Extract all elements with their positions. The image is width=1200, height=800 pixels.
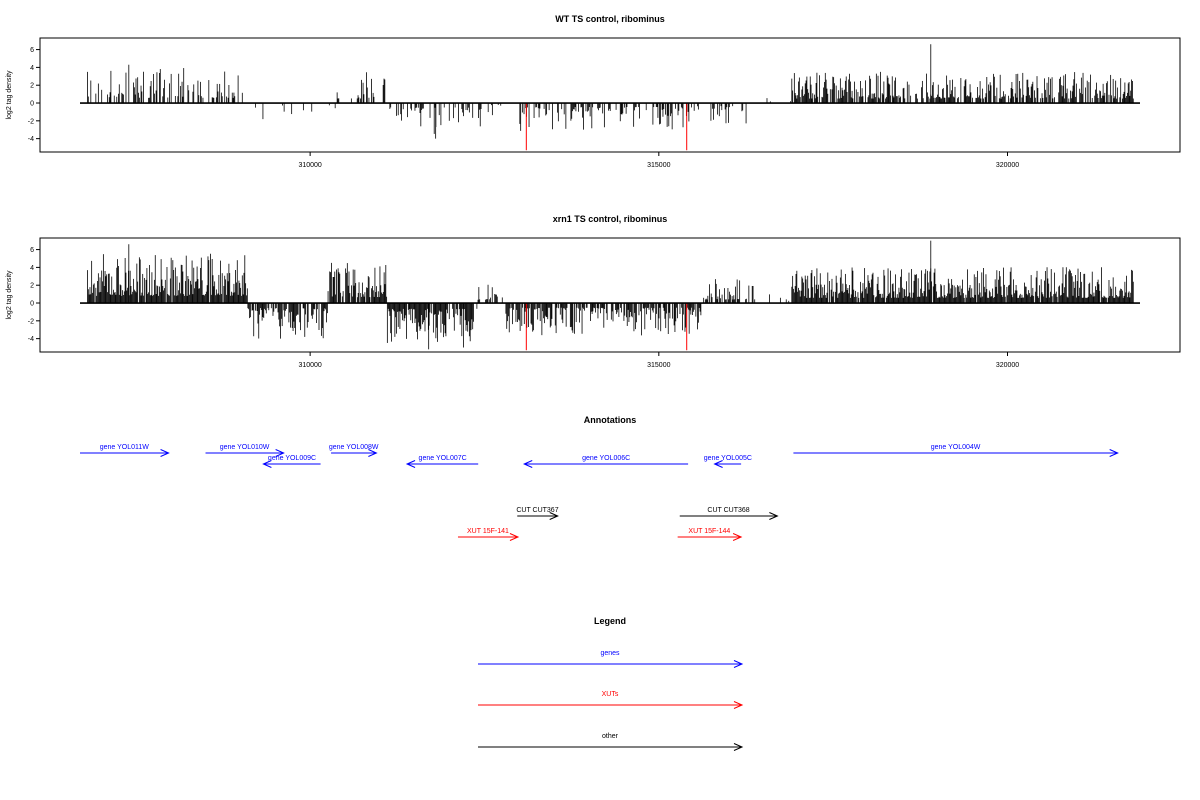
gene-arrow-head	[160, 449, 170, 457]
other-arrow-head	[549, 512, 559, 520]
xut-label: XUT 15F-141	[467, 528, 509, 535]
chart-title: xrn1 TS control, ribominus	[553, 214, 668, 224]
gene-arrow-head	[405, 460, 416, 468]
gene-label: gene YOL008W	[329, 444, 379, 451]
xut-arrow-head	[732, 533, 743, 541]
legend-gene-arrow-head	[733, 660, 744, 668]
y-axis-label: log2 tag density	[6, 70, 13, 120]
gene-arrow-head	[275, 449, 285, 457]
y-tick-label: -4	[28, 136, 34, 143]
y-tick-label: 6	[30, 47, 34, 54]
legend-xut-arrow-head	[733, 701, 744, 709]
y-tick-label: 0	[30, 301, 34, 308]
density-bars	[87, 240, 1134, 350]
x-tick-label: 310000	[298, 362, 321, 369]
gene-label: gene YOL005C	[704, 455, 752, 462]
gene-label: gene YOL006C	[582, 455, 630, 462]
x-tick-label: 320000	[996, 362, 1019, 369]
annotations-title: Annotations	[584, 415, 637, 425]
density-bars	[87, 44, 1134, 139]
legend-panel: Legend genes XUTs other	[478, 616, 744, 751]
other-label: CUT CUT368	[707, 507, 749, 514]
other-arrow-head	[769, 512, 779, 520]
y-tick-label: 6	[30, 247, 34, 254]
chart-title: WT TS control, ribominus	[555, 14, 665, 24]
x-tick-label: 310000	[298, 162, 321, 169]
gene-label: gene YOL011W	[100, 444, 150, 451]
xut-arrow-head	[509, 533, 520, 541]
y-tick-label: 4	[30, 265, 34, 272]
x-tick-label: 320000	[996, 162, 1019, 169]
other-label: CUT CUT367	[516, 507, 558, 514]
gene-label: gene YOL007C	[419, 455, 467, 462]
y-tick-label: 2	[30, 283, 34, 290]
gene-arrow-head	[262, 460, 272, 468]
legend-gene-label: genes	[600, 650, 620, 657]
x-tick-label: 315000	[647, 362, 670, 369]
y-axis-label: log2 tag density	[6, 270, 13, 320]
legend-title: Legend	[594, 616, 626, 626]
y-tick-label: 0	[30, 101, 34, 108]
xrn1-track-panel: xrn1 TS control, ribominus log2 tag densi…	[6, 214, 1181, 369]
y-tick-label: -2	[28, 118, 34, 125]
legend-xut-label: XUTs	[602, 691, 619, 698]
plot-frame	[39, 237, 1181, 353]
legend-other-label: other	[602, 733, 619, 740]
gene-arrow-head	[1109, 449, 1119, 457]
xut-label: XUT 15F-144	[688, 528, 730, 535]
gene-arrow-head	[522, 460, 533, 468]
y-tick-label: -4	[28, 336, 34, 343]
wt-track-panel: WT TS control, ribominus log2 tag density…	[6, 14, 1181, 169]
y-tick-label: 4	[30, 65, 34, 72]
gene-arrow-head	[713, 460, 723, 468]
gene-label: gene YOL009C	[268, 455, 316, 462]
y-tick-label: 2	[30, 83, 34, 90]
y-tick-label: -2	[28, 318, 34, 325]
legend-other-arrow-head	[733, 743, 744, 751]
plot-frame	[39, 37, 1181, 153]
gene-label: gene YOL010W	[220, 444, 270, 451]
annotations-panel: Annotations gene YOL011W gene YOL010W gene…	[80, 415, 1119, 541]
gene-arrow-head	[368, 449, 378, 457]
gene-label: gene YOL004W	[931, 444, 981, 451]
x-tick-label: 315000	[647, 162, 670, 169]
